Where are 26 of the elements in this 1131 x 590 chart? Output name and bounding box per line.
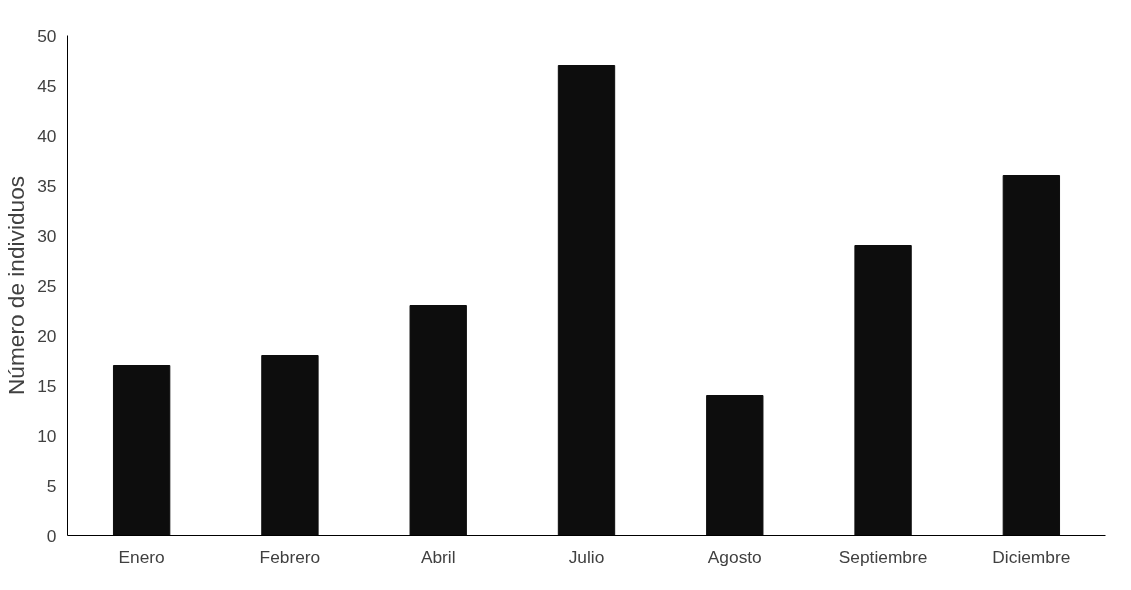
bar <box>261 355 319 536</box>
y-axis-title: Número de individuos <box>3 175 30 396</box>
y-tick-label: 5 <box>46 475 57 496</box>
y-tick-label: 35 <box>37 175 57 196</box>
y-tick-label: 15 <box>37 375 57 396</box>
x-tick-label: Diciembre <box>992 546 1071 567</box>
bar <box>409 305 467 536</box>
y-tick-label: 25 <box>37 275 57 296</box>
x-tick-label: Julio <box>568 546 605 567</box>
bar <box>112 365 171 536</box>
x-tick-label: Agosto <box>707 546 762 567</box>
bar <box>557 65 616 536</box>
y-tick-label: 20 <box>37 325 57 346</box>
y-tick-label: 0 <box>46 525 57 546</box>
y-tick-label: 50 <box>37 25 57 46</box>
x-tick-label: Septiembre <box>838 546 928 567</box>
x-tick-label: Enero <box>118 546 165 567</box>
bar <box>706 395 764 536</box>
x-tick-label: Febrero <box>259 546 321 567</box>
y-tick-label: 30 <box>37 225 57 246</box>
bar <box>1002 175 1061 536</box>
y-tick-label: 10 <box>37 425 57 446</box>
y-tick-label: 40 <box>37 125 57 146</box>
bar <box>854 245 912 536</box>
y-tick-label: 45 <box>37 75 57 96</box>
x-tick-label: Abril <box>420 546 456 567</box>
